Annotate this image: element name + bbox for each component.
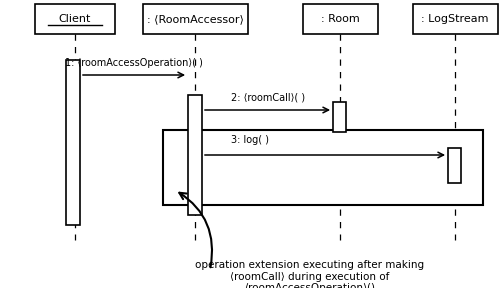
Text: Client: Client (59, 14, 91, 24)
Bar (188, 95, 202, 215)
Text: operation extension executing after making
⟨roomCall⟩ during execution of
⟨roomA: operation extension executing after maki… (196, 260, 424, 288)
Text: : ⟨RoomAccessor⟩: : ⟨RoomAccessor⟩ (146, 14, 244, 24)
Bar (412, 4, 498, 34)
Bar (163, 130, 483, 205)
Text: 1: ⟨roomAccessOperation⟩( ): 1: ⟨roomAccessOperation⟩( ) (65, 58, 203, 68)
Bar (448, 148, 461, 183)
Bar (142, 4, 248, 34)
Text: 2: ⟨roomCall⟩( ): 2: ⟨roomCall⟩( ) (231, 93, 305, 103)
Text: 3: log( ): 3: log( ) (231, 135, 269, 145)
Bar (35, 4, 115, 34)
Text: : LogStream: : LogStream (421, 14, 489, 24)
Bar (333, 102, 346, 132)
Bar (302, 4, 378, 34)
Text: : Room: : Room (320, 14, 360, 24)
Bar (66, 60, 80, 225)
